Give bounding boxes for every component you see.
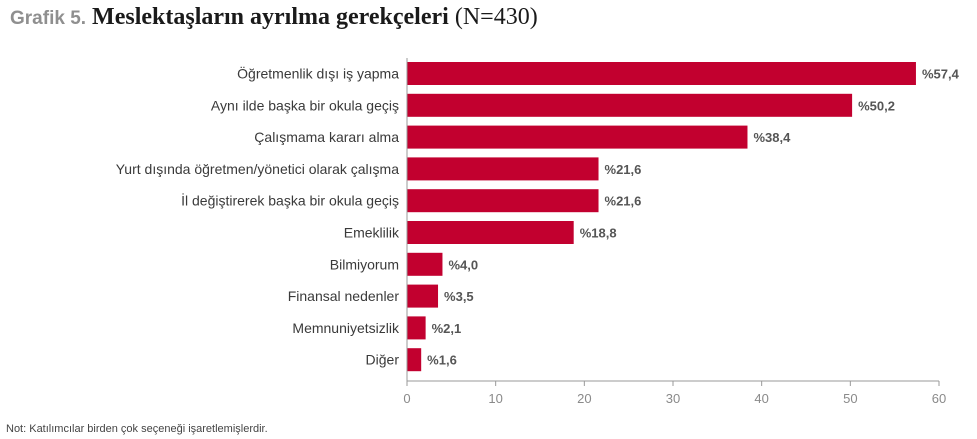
category-label: Öğretmenlik dışı iş yapma — [237, 65, 399, 82]
category-label: Aynı ilde başka bir okula geçiş — [211, 97, 399, 113]
value-label: %57,4 — [922, 67, 960, 82]
bar — [407, 157, 599, 181]
chart-title-row: Grafik 5. Meslektaşların ayrılma gerekçe… — [10, 4, 538, 38]
category-label: Bilmiyorum — [330, 256, 399, 272]
chart-title-n: (N=430) — [454, 4, 538, 30]
footnote: Not: Katılımcılar birden çok seçeneği iş… — [6, 423, 268, 435]
x-tick-label: 60 — [932, 391, 946, 406]
value-label: %21,6 — [605, 162, 642, 177]
category-label: Diğer — [366, 352, 400, 368]
category-label: Finansal nedenler — [288, 288, 400, 304]
category-label: Emeklilik — [344, 225, 400, 241]
x-tick-label: 50 — [843, 391, 857, 406]
value-label: %38,4 — [753, 130, 791, 145]
category-label: Memnuniyetsizlik — [292, 320, 400, 336]
category-label: Çalışmama kararı alma — [254, 129, 399, 145]
bar — [407, 189, 599, 213]
bar — [407, 93, 853, 117]
bar — [407, 284, 439, 308]
value-label: %1,6 — [427, 353, 457, 368]
x-tick-label: 20 — [577, 391, 591, 406]
bar — [407, 252, 443, 276]
x-tick-label: 0 — [403, 391, 410, 406]
chart-title-main: Meslektaşların ayrılma gerekçeleri — [92, 4, 449, 30]
value-label: %21,6 — [605, 194, 642, 209]
bar — [407, 316, 426, 340]
value-label: %4,0 — [448, 257, 478, 272]
x-tick-label: 10 — [488, 391, 502, 406]
bar — [407, 125, 748, 149]
figure-label: Grafik 5. — [10, 8, 87, 29]
bar — [407, 221, 574, 244]
x-axis: 0 10 20 30 40 50 60 — [403, 58, 946, 406]
chart-title: Meslektaşların ayrılma gerekçeleri (N=43… — [92, 4, 538, 31]
x-tick-label: 40 — [754, 391, 768, 406]
category-label: Yurt dışında öğretmen/yönetici olarak ça… — [116, 161, 399, 177]
value-label: %18,8 — [580, 226, 617, 241]
value-label: %50,2 — [858, 98, 895, 113]
value-label: %3,5 — [444, 289, 474, 304]
bar — [407, 62, 916, 85]
bar — [407, 348, 422, 372]
bars-group: Öğretmenlik dışı iş yapma %57,4 Aynı ilde … — [116, 62, 960, 372]
x-tick-label: 30 — [666, 391, 680, 406]
value-label: %2,1 — [432, 321, 462, 336]
category-label: İl değiştirerek başka bir okula geçiş — [181, 192, 399, 209]
